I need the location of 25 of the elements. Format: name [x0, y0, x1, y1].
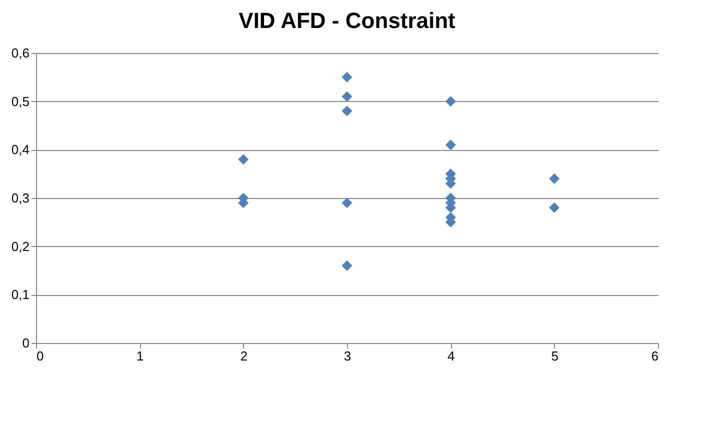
x-tick-label: 0: [36, 348, 44, 364]
point: [238, 154, 249, 165]
y-tick-label: 0,3: [11, 190, 30, 206]
point: [549, 173, 560, 184]
y-tick-label: 0,1: [11, 287, 30, 302]
point: [445, 140, 456, 150]
y-tick-label: 0,4: [11, 142, 30, 158]
chart-title: VID AFD - Constraint: [238, 8, 456, 33]
point: [342, 198, 352, 208]
y-tick-label: 0,2: [11, 238, 30, 254]
y-tick-label: 0,5: [11, 94, 30, 109]
x-tick-label: 3: [344, 348, 352, 364]
y-tick-label: 0: [22, 336, 30, 350]
point: [342, 106, 352, 116]
y-tick-label: 0,6: [11, 46, 30, 60]
x-tick-label: 1: [136, 348, 144, 364]
point: [445, 96, 456, 107]
point: [342, 72, 352, 82]
x-tick-label: 4: [448, 348, 455, 364]
x-tick-label: 6: [651, 348, 658, 364]
point: [549, 202, 560, 213]
x-tick-label: 5: [551, 348, 558, 364]
x-tick-label: 2: [240, 348, 248, 364]
point: [342, 91, 352, 102]
point: [342, 260, 352, 271]
